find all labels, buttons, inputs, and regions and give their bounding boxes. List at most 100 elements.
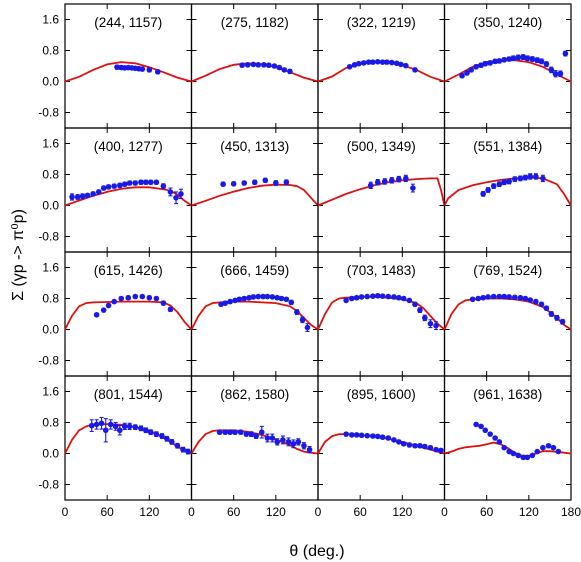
data-point bbox=[283, 296, 290, 303]
data-point bbox=[159, 433, 165, 439]
data-point bbox=[438, 447, 444, 454]
data-point bbox=[427, 444, 434, 451]
data-point bbox=[515, 54, 522, 61]
data-point bbox=[520, 454, 527, 461]
data-point bbox=[79, 193, 86, 199]
data-point bbox=[469, 296, 476, 303]
data-point bbox=[222, 300, 229, 306]
data-point bbox=[552, 70, 559, 77]
data-point bbox=[121, 423, 128, 430]
panel-label: (275, 1182) bbox=[221, 15, 289, 30]
data-point bbox=[367, 182, 374, 189]
data-point bbox=[370, 293, 376, 299]
data-point bbox=[276, 64, 283, 71]
data-point bbox=[482, 427, 489, 434]
data-point bbox=[95, 189, 102, 195]
y-tick-label: 1.6 bbox=[42, 261, 59, 275]
panel-2: (275, 1182) bbox=[190, 3, 319, 129]
data-point bbox=[534, 448, 541, 455]
data-point bbox=[126, 423, 133, 430]
data-point bbox=[343, 431, 349, 437]
data-point bbox=[412, 442, 418, 449]
data-point bbox=[496, 293, 503, 300]
data-point bbox=[295, 439, 302, 445]
panel-label: (666, 1459) bbox=[220, 263, 289, 278]
data-point bbox=[146, 294, 153, 301]
data-point bbox=[496, 58, 503, 64]
y-tick-label: 1.6 bbox=[42, 385, 59, 399]
data-point bbox=[433, 446, 439, 453]
data-point bbox=[374, 292, 381, 299]
model-curve bbox=[64, 61, 192, 83]
data-point bbox=[487, 60, 493, 66]
data-point bbox=[154, 69, 161, 75]
data-point bbox=[169, 439, 175, 445]
data-point bbox=[396, 439, 402, 445]
data-point bbox=[524, 55, 531, 62]
data-point bbox=[164, 435, 170, 442]
data-point bbox=[417, 307, 423, 313]
panel-13: (801, 1544) bbox=[64, 375, 193, 501]
data-point bbox=[351, 62, 358, 68]
data-point bbox=[487, 431, 493, 437]
data-point bbox=[554, 315, 560, 321]
data-point bbox=[501, 57, 508, 63]
panel-4: (350, 1240) bbox=[443, 3, 572, 129]
data-point bbox=[93, 311, 100, 318]
data-point bbox=[232, 297, 238, 304]
data-point bbox=[121, 181, 128, 187]
data-point bbox=[555, 448, 562, 455]
data-point bbox=[374, 433, 381, 440]
y-tick-label: 0.0 bbox=[42, 323, 59, 337]
data-point bbox=[379, 293, 386, 299]
data-point bbox=[543, 61, 550, 67]
x-tick-label: 0 bbox=[188, 505, 195, 519]
model-curve bbox=[317, 61, 445, 83]
panel-10: (666, 1459) bbox=[190, 251, 319, 377]
data-point bbox=[538, 301, 545, 308]
data-point bbox=[278, 295, 285, 302]
data-point bbox=[346, 63, 353, 70]
panel-label: (350, 1240) bbox=[473, 15, 542, 30]
data-point bbox=[243, 431, 250, 437]
panel-label: (801, 1544) bbox=[94, 387, 163, 402]
panel-label: (450, 1313) bbox=[220, 139, 289, 154]
data-point bbox=[220, 181, 226, 187]
panel-16: (961, 1638) bbox=[443, 375, 572, 501]
data-point bbox=[111, 298, 117, 305]
data-point bbox=[480, 294, 486, 301]
data-point bbox=[522, 174, 529, 181]
panel-label: (551, 1384) bbox=[473, 139, 542, 154]
data-point bbox=[125, 294, 132, 301]
data-point bbox=[283, 179, 290, 186]
y-tick-label: -0.8 bbox=[38, 106, 59, 120]
panel-label: (322, 1219) bbox=[347, 15, 416, 30]
data-point bbox=[360, 60, 367, 66]
data-point bbox=[262, 177, 269, 184]
data-point bbox=[482, 60, 489, 67]
data-point bbox=[533, 173, 539, 180]
data-point bbox=[510, 450, 517, 457]
data-point bbox=[522, 295, 529, 302]
x-axis-title: θ (deg.) bbox=[289, 543, 344, 560]
x-tick-label: 60 bbox=[227, 505, 241, 519]
data-point bbox=[562, 50, 569, 57]
data-point bbox=[178, 191, 184, 197]
data-point bbox=[139, 293, 146, 300]
data-point bbox=[138, 179, 144, 186]
data-point bbox=[74, 194, 81, 200]
data-point bbox=[396, 294, 402, 301]
data-point bbox=[511, 176, 518, 182]
data-point bbox=[266, 62, 272, 69]
y-tick-label: 0.8 bbox=[42, 168, 59, 182]
data-point bbox=[269, 294, 276, 300]
data-point bbox=[264, 293, 271, 300]
y-tick-label: 0.0 bbox=[42, 199, 59, 213]
data-point bbox=[490, 183, 497, 189]
data-point bbox=[271, 63, 278, 69]
data-point bbox=[496, 181, 503, 187]
data-point bbox=[105, 302, 112, 309]
data-point bbox=[251, 179, 258, 186]
data-point bbox=[492, 435, 498, 441]
data-point bbox=[250, 294, 257, 300]
